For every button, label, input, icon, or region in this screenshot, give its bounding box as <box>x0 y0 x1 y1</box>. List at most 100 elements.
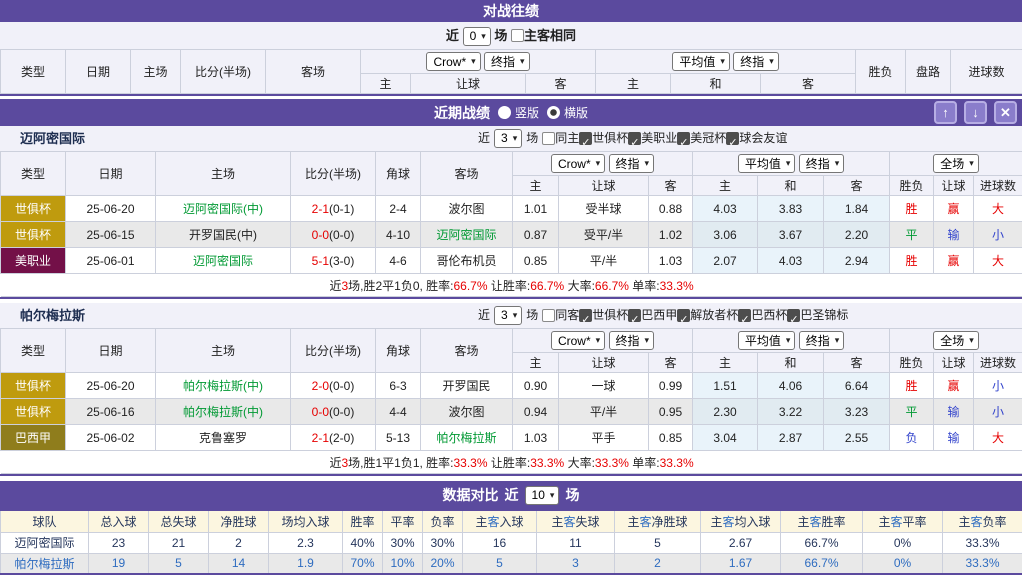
palmeiras-summary-row: 近3场,胜1平1负1, 胜率:33.3% 让胜率:33.3% 大率:33.3% … <box>1 451 1022 474</box>
chevron-down-icon: ▾ <box>513 126 518 151</box>
miami-header-row: 迈阿密国际 近 3▾ 场 同主 世俱杯 美职业 美冠杯 球会友谊 <box>0 126 1022 151</box>
goals-result-cell: 大 <box>974 425 1022 451</box>
miami-comp1-checkbox[interactable] <box>579 132 592 145</box>
miami-same-home-checkbox[interactable] <box>542 132 555 145</box>
odds-source-select[interactable]: Crow*▾ <box>551 154 605 173</box>
half-score: (0-0) <box>329 405 354 419</box>
avg-draw: 4.06 <box>758 373 824 399</box>
score-cell: 5-1(3-0) <box>291 248 376 274</box>
close-button[interactable]: ✕ <box>994 101 1017 124</box>
h2h-filter-row: 近 0▾ 场 主客相同 <box>0 22 1022 49</box>
col-total-goals: 总入球 <box>89 510 149 532</box>
palmeiras-comp3-checkbox[interactable] <box>677 309 690 322</box>
odds-source-select[interactable]: Crow*▾ <box>426 52 480 71</box>
col-corner: 角球 <box>376 329 421 373</box>
full-match-select[interactable]: 全场▾ <box>933 154 979 173</box>
chevron-down-icon: ▾ <box>769 56 774 67</box>
avg-source-select[interactable]: 平均值 ▾ <box>672 52 730 71</box>
stat-value: 1.9 <box>269 553 343 574</box>
move-down-button[interactable]: ↓ <box>964 101 987 124</box>
horizontal-radio[interactable] <box>547 106 560 119</box>
avg-source-value: 平均值 <box>679 53 715 70</box>
h2h-recent-select[interactable]: 0▾ <box>463 27 491 46</box>
col-loss-rate: 负率 <box>423 510 463 532</box>
move-up-button[interactable]: ↑ <box>934 101 957 124</box>
away-team: 波尔图 <box>421 196 513 222</box>
compare-recent-select[interactable]: 10▾ <box>525 486 560 505</box>
matches-label: 场 <box>526 126 538 151</box>
miami-comp2-checkbox[interactable] <box>628 132 641 145</box>
palmeiras-recent-select[interactable]: 3▾ <box>494 306 522 325</box>
palmeiras-comp1-checkbox[interactable] <box>579 309 592 322</box>
chevron-down-icon: ▾ <box>786 158 791 169</box>
stat-value: 33.3% <box>943 553 1022 574</box>
match-date: 25-06-20 <box>66 196 156 222</box>
miami-comp1-label: 世俱杯 <box>592 126 628 151</box>
avg-away: 1.84 <box>824 196 890 222</box>
miami-recent-select[interactable]: 3▾ <box>494 129 522 148</box>
col-avg-draw: 和 <box>758 176 824 196</box>
handicap-result-cell: 赢 <box>934 196 974 222</box>
palmeiras-comp4-checkbox[interactable] <box>738 309 751 322</box>
home-team: 帕尔梅拉斯(中) <box>156 373 291 399</box>
palmeiras-same-away-checkbox[interactable] <box>542 309 555 322</box>
odds-source-select[interactable]: Crow*▾ <box>551 331 605 350</box>
stat-value: 66.7% <box>781 553 863 574</box>
avg-stage-select[interactable]: 终指▾ <box>799 154 845 173</box>
avg-stage-select[interactable]: 终指▾ <box>733 52 779 71</box>
odds-group-header: Crow*▾ 终指 ▾ <box>361 50 596 74</box>
vertical-radio[interactable] <box>498 106 511 119</box>
avg-source-select[interactable]: 平均值▾ <box>738 154 796 173</box>
col-corner: 角球 <box>376 152 421 196</box>
odds-away: 1.02 <box>649 222 693 248</box>
col-team: 球队 <box>1 510 89 532</box>
near-label: 近 <box>505 485 519 505</box>
miami-comp3-checkbox[interactable] <box>677 132 690 145</box>
goals-result-cell: 小 <box>974 373 1022 399</box>
odds-stage-select[interactable]: 终指▾ <box>609 154 655 173</box>
table-row: 迈阿密国际 23 21 2 2.3 40% 30% 30% 16 11 5 2.… <box>1 532 1022 553</box>
stat-value: 11 <box>537 532 615 553</box>
palmeiras-same-away-label: 同客 <box>555 303 579 328</box>
chevron-down-icon: ▾ <box>720 56 725 67</box>
same-venue-checkbox[interactable] <box>511 29 524 42</box>
miami-section: 迈阿密国际 近 3▾ 场 同主 世俱杯 美职业 美冠杯 球会友谊 类型 日期 主… <box>0 126 1022 299</box>
odds-away: 0.95 <box>649 399 693 425</box>
home-team: 迈阿密国际(中) <box>156 196 291 222</box>
compare-table: 球队 总入球 总失球 净胜球 场均入球 胜率 平率 负率 主客入球 主客失球 主… <box>0 509 1022 575</box>
chevron-down-icon: ▾ <box>645 335 650 346</box>
view-vertical-option[interactable]: 竖版 <box>498 104 539 121</box>
view-horizontal-option[interactable]: 横版 <box>547 104 588 121</box>
avg-stage-select[interactable]: 终指▾ <box>799 331 845 350</box>
stat-value: 2 <box>615 553 701 574</box>
chevron-down-icon: ▾ <box>835 335 840 346</box>
palmeiras-comp3-label: 解放者杯 <box>690 303 738 328</box>
handicap-result-cell: 输 <box>934 425 974 451</box>
odds-stage-select[interactable]: 终指 ▾ <box>484 52 530 71</box>
col-ha-loss-rate: 主客负率 <box>943 510 1022 532</box>
avg-away: 6.64 <box>824 373 890 399</box>
col-home: 主场 <box>131 50 181 94</box>
palmeiras-comp5-checkbox[interactable] <box>787 309 800 322</box>
palmeiras-comp2-checkbox[interactable] <box>628 309 641 322</box>
col-odds-handicap: 让球 <box>559 353 649 373</box>
col-avg-away: 客 <box>824 353 890 373</box>
miami-comp4-checkbox[interactable] <box>726 132 739 145</box>
avg-draw: 3.67 <box>758 222 824 248</box>
match-type: 巴西甲 <box>1 425 66 451</box>
h2h-table: 类型 日期 主场 比分(半场) 客场 Crow*▾ 终指▾ 平均值▾ 终指▾ 胜… <box>0 49 1022 94</box>
full-match-select[interactable]: 全场▾ <box>933 331 979 350</box>
avg-source-select[interactable]: 平均值▾ <box>738 331 796 350</box>
h2h-recent-value: 0 <box>470 23 477 50</box>
match-type: 世俱杯 <box>1 373 66 399</box>
score-cell: 2-0(0-0) <box>291 373 376 399</box>
full-score: 5-1 <box>312 254 329 268</box>
palmeiras-comp2-label: 巴西甲 <box>641 303 677 328</box>
odds-stage-select[interactable]: 终指▾ <box>609 331 655 350</box>
match-type: 世俱杯 <box>1 399 66 425</box>
chevron-down-icon: ▾ <box>520 56 525 67</box>
palmeiras-comp1-label: 世俱杯 <box>592 303 628 328</box>
col-goals: 进球数 <box>951 50 1022 94</box>
odds-stage-value: 终指 <box>491 53 515 70</box>
palmeiras-results-table: 类型 日期 主场 比分(半场) 角球 客场 Crow*▾ 终指▾ 平均值▾ 终指… <box>0 328 1022 474</box>
